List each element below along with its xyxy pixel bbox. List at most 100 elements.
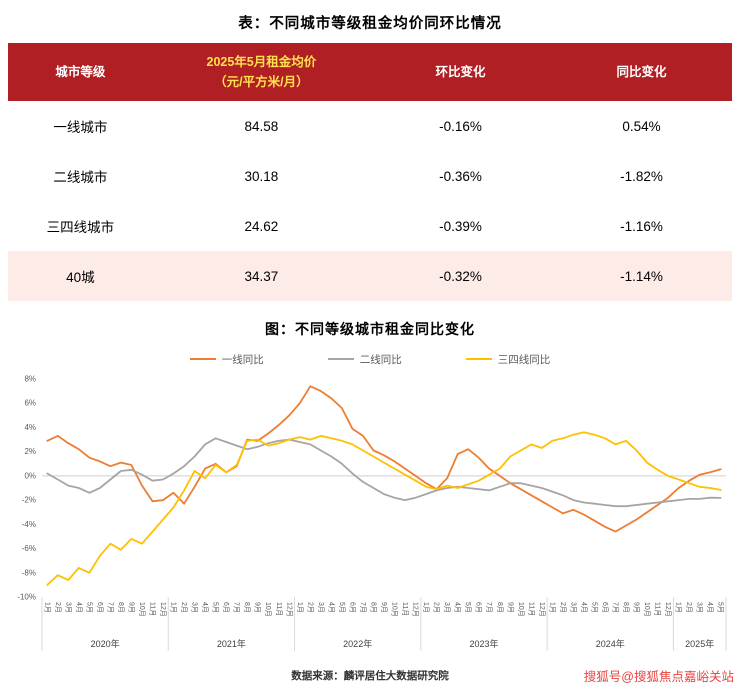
- yoy-line-chart: 8%6%4%2%0%-2%-4%-6%-8%-10%1月 2月 3月 4月 5月 6月 7月…: [17, 375, 727, 651]
- table-title: 表：不同城市等级租金均价同环比情况: [238, 16, 502, 32]
- svg-text:5月: 5月: [212, 602, 220, 613]
- svg-text:-8%: -8%: [22, 568, 36, 577]
- svg-text:4月: 4月: [454, 602, 462, 613]
- col-header-price-line2: （元/平方米/月）: [214, 75, 309, 89]
- table-row: 二线城市 30.18 -0.36% -1.82%: [8, 151, 732, 201]
- svg-text:1月: 1月: [422, 602, 430, 613]
- cell-mom: -0.36%: [369, 151, 551, 201]
- cell-mom: -0.16%: [369, 101, 551, 151]
- cell-price: 34.37: [152, 251, 370, 301]
- svg-text:5月: 5月: [590, 602, 598, 613]
- svg-text:3月: 3月: [64, 602, 72, 613]
- svg-text:3月: 3月: [696, 602, 704, 613]
- svg-text:4%: 4%: [24, 423, 36, 432]
- chart-title: 图：不同等级城市租金同比变化: [265, 321, 475, 337]
- table-header-row: 城市等级 2025年5月租金均价 （元/平方米/月） 环比变化 同比变化: [8, 43, 732, 101]
- footer: 数据来源：麟评居住大数据研究院 搜狐号@搜狐焦点嘉峪关站: [0, 660, 740, 686]
- cell-price: 30.18: [152, 151, 370, 201]
- svg-text:2022年: 2022年: [343, 638, 372, 649]
- svg-text:8%: 8%: [24, 375, 36, 384]
- svg-text:11月: 11月: [275, 602, 283, 616]
- tier34-line-swatch: [465, 357, 492, 361]
- svg-text:3月: 3月: [443, 602, 451, 613]
- svg-text:12月: 12月: [412, 602, 420, 617]
- table-row: 一线城市 84.58 -0.16% 0.54%: [8, 101, 732, 151]
- svg-text:2020年: 2020年: [91, 638, 120, 649]
- svg-text:12月: 12月: [159, 602, 167, 617]
- col-header-yoy: 同比变化: [550, 43, 732, 101]
- svg-text:4月: 4月: [75, 602, 83, 613]
- svg-text:6月: 6月: [222, 602, 230, 613]
- sohu-watermark: 搜狐号@搜狐焦点嘉峪关站: [583, 670, 734, 684]
- svg-text:3月: 3月: [317, 602, 325, 613]
- cell-mom: -0.39%: [369, 201, 551, 251]
- svg-text:6月: 6月: [348, 602, 356, 613]
- svg-text:11月: 11月: [401, 602, 409, 616]
- svg-text:12月: 12月: [285, 602, 293, 617]
- chart-legend: 一线同比 二线同比 三四线同比: [0, 351, 740, 367]
- legend-label-tier34: 三四线同比: [497, 353, 551, 366]
- svg-text:0%: 0%: [24, 471, 36, 480]
- svg-text:2021年: 2021年: [217, 638, 246, 649]
- svg-text:7月: 7月: [106, 602, 114, 613]
- svg-text:5月: 5月: [85, 602, 93, 613]
- svg-text:7月: 7月: [485, 602, 493, 613]
- svg-text:1月: 1月: [170, 602, 178, 613]
- svg-text:10月: 10月: [643, 602, 651, 617]
- legend-item-tier2: 二线同比: [327, 352, 402, 367]
- svg-text:9月: 9月: [506, 602, 514, 613]
- svg-text:5月: 5月: [717, 602, 725, 613]
- svg-text:11月: 11月: [527, 602, 535, 616]
- svg-text:1月: 1月: [43, 602, 51, 613]
- svg-text:12月: 12月: [538, 602, 546, 617]
- svg-text:2024年: 2024年: [596, 638, 625, 649]
- data-source-note: 数据来源：麟评居住大数据研究院: [291, 670, 449, 682]
- svg-text:2月: 2月: [180, 602, 188, 613]
- svg-text:2%: 2%: [24, 447, 36, 456]
- svg-text:5月: 5月: [464, 602, 472, 613]
- svg-text:10月: 10月: [517, 602, 525, 617]
- svg-text:8月: 8月: [117, 602, 125, 613]
- legend-label-tier1: 一线同比: [221, 353, 264, 366]
- svg-text:4月: 4月: [706, 602, 714, 613]
- svg-text:2月: 2月: [559, 602, 567, 613]
- svg-text:9月: 9月: [127, 602, 135, 613]
- svg-text:7月: 7月: [233, 602, 241, 613]
- svg-text:10月: 10月: [391, 602, 399, 617]
- legend-label-tier2: 二线同比: [359, 353, 402, 366]
- svg-text:4月: 4月: [201, 602, 209, 613]
- svg-text:3月: 3月: [191, 602, 199, 613]
- col-header-price-line1: 2025年5月租金均价: [206, 55, 317, 69]
- tier2-line-swatch: [327, 357, 354, 361]
- cell-mom: -0.32%: [369, 251, 551, 301]
- cell-price: 84.58: [152, 101, 370, 151]
- svg-text:8月: 8月: [369, 602, 377, 613]
- cell-tier: 一线城市: [8, 101, 153, 151]
- svg-text:2月: 2月: [685, 602, 693, 613]
- svg-text:-2%: -2%: [22, 496, 36, 505]
- cell-yoy: -1.82%: [550, 151, 732, 201]
- cell-yoy: -1.14%: [550, 251, 732, 301]
- svg-text:4月: 4月: [327, 602, 335, 613]
- svg-text:1月: 1月: [296, 602, 304, 613]
- svg-text:1月: 1月: [675, 602, 683, 613]
- svg-text:6月: 6月: [96, 602, 104, 613]
- svg-text:6%: 6%: [24, 399, 36, 408]
- table-row: 三四线城市 24.62 -0.39% -1.16%: [8, 201, 732, 251]
- svg-text:6月: 6月: [601, 602, 609, 613]
- legend-item-tier1: 一线同比: [189, 352, 264, 367]
- col-header-price: 2025年5月租金均价 （元/平方米/月）: [152, 43, 370, 101]
- svg-text:9月: 9月: [254, 602, 262, 613]
- cell-tier: 三四线城市: [8, 201, 153, 251]
- col-header-tier: 城市等级: [8, 43, 153, 101]
- svg-text:2023年: 2023年: [469, 638, 498, 649]
- svg-text:9月: 9月: [633, 602, 641, 613]
- svg-text:8月: 8月: [496, 602, 504, 613]
- svg-text:6月: 6月: [475, 602, 483, 613]
- svg-text:9月: 9月: [380, 602, 388, 613]
- svg-text:2月: 2月: [306, 602, 314, 613]
- svg-text:8月: 8月: [243, 602, 251, 613]
- svg-text:11月: 11月: [654, 602, 662, 616]
- svg-text:-6%: -6%: [22, 544, 36, 553]
- svg-text:3月: 3月: [569, 602, 577, 613]
